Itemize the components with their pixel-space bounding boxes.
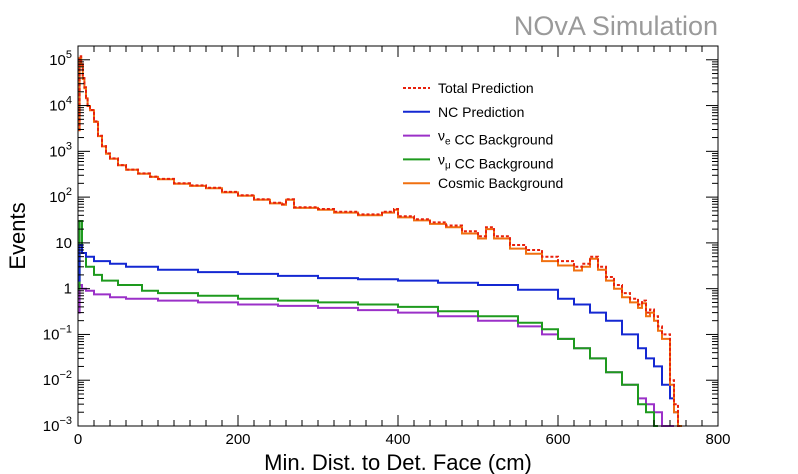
x-tick-label: 600 (545, 431, 570, 448)
y-axis-label: Events (5, 202, 30, 269)
x-tick-label: 400 (385, 431, 410, 448)
y-axis: 10−3 10−2 10−1 1 10 102 103 104 105 (43, 45, 718, 435)
y-tick-label: 1 (64, 281, 72, 298)
legend: Total Prediction NC Prediction νe CC Backg… (403, 80, 563, 191)
legend-label: NC Prediction (438, 104, 524, 120)
x-axis: 0 200 400 600 800 (74, 46, 731, 448)
y-tick-label: 10−3 (43, 415, 72, 435)
y-tick-label: 105 (49, 49, 72, 69)
y-tick-label: 102 (49, 186, 72, 206)
legend-label: Total Prediction (438, 80, 534, 96)
series-line-cc-background (78, 220, 658, 427)
plot-series (78, 55, 682, 427)
series-line-cosmic-background (78, 56, 682, 427)
x-tick-label: 0 (74, 431, 82, 448)
y-tick-label: 104 (49, 95, 72, 115)
y-tick-label: 103 (49, 140, 72, 160)
series-line-e-cc-background (78, 284, 674, 427)
y-tick-label: 10−1 (43, 323, 72, 343)
legend-label: νμ CC Background (438, 151, 553, 171)
x-tick-label: 200 (225, 431, 250, 448)
y-tick-label: 10−2 (43, 369, 72, 389)
legend-label: Cosmic Background (438, 175, 563, 191)
series-line-nc-prediction (78, 244, 682, 427)
series-line-total-prediction (78, 55, 682, 427)
y-tick-label: 10 (55, 235, 72, 252)
x-tick-label: 800 (705, 431, 730, 448)
simulation-watermark: NOvA Simulation (514, 11, 718, 41)
plot-frame (77, 45, 719, 427)
legend-label: νe CC Background (438, 128, 553, 148)
x-axis-label: Min. Dist. to Det. Face (cm) (264, 450, 532, 474)
